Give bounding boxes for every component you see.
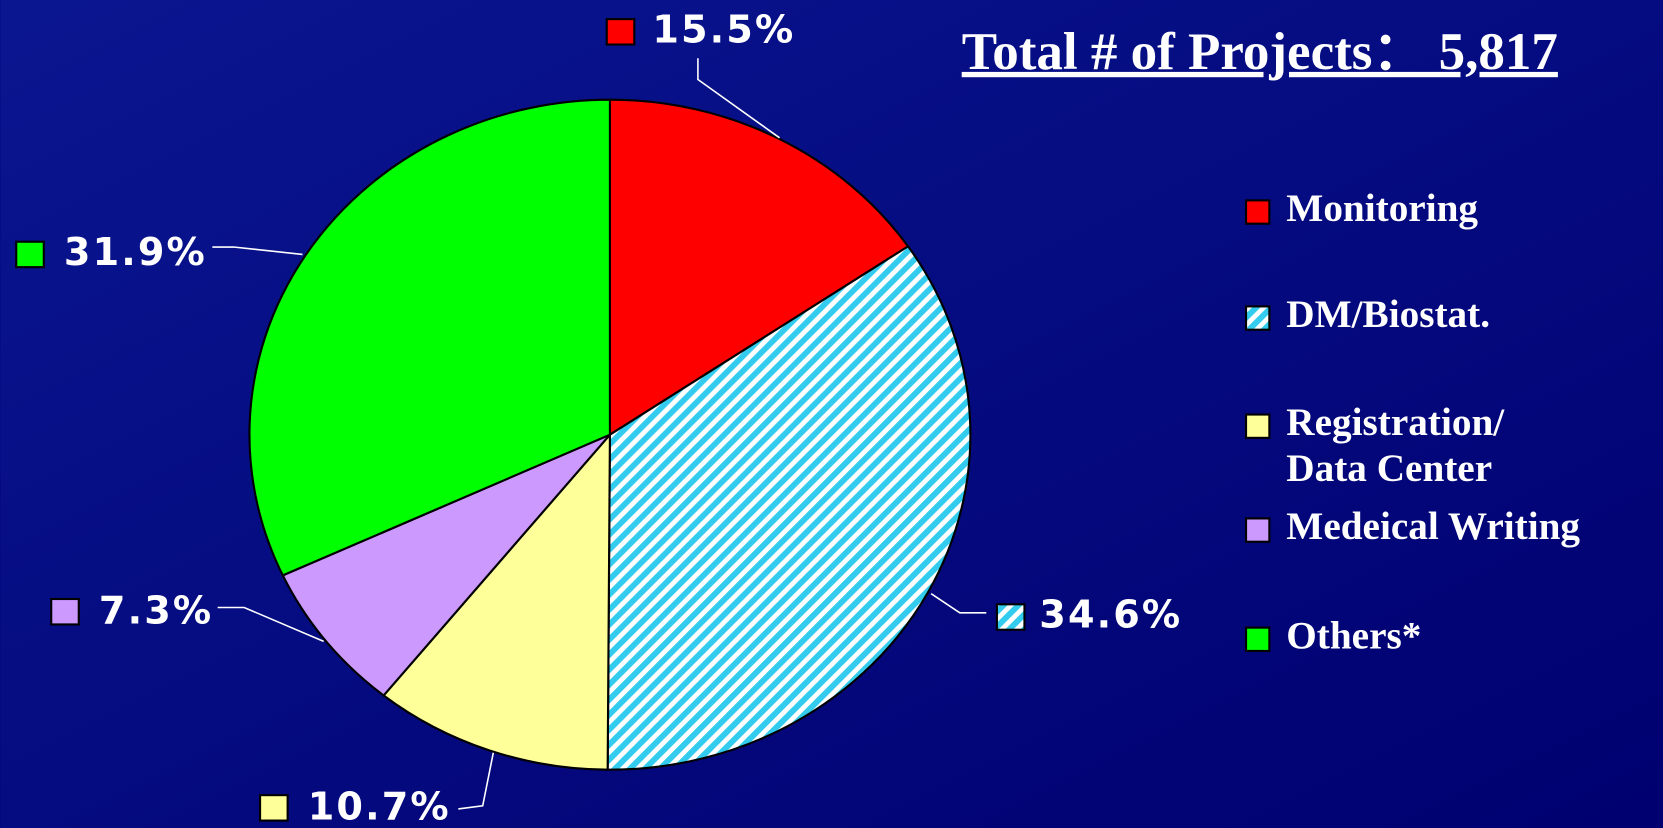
label-swatch <box>995 603 1026 631</box>
legend-label: DM/Biostat. <box>1286 293 1490 336</box>
label-swatch <box>15 240 45 269</box>
label-swatch <box>605 18 636 46</box>
leader-line <box>697 58 781 139</box>
pie-slice <box>606 244 972 771</box>
legend-label: Monitoring <box>1286 187 1478 230</box>
legend-label: Others* <box>1286 614 1421 657</box>
legend-swatch <box>1244 413 1271 439</box>
data-label: 7.3% <box>99 588 213 632</box>
legend-swatch <box>1244 626 1271 653</box>
legend-swatch <box>1244 199 1271 225</box>
leader-line <box>930 593 987 614</box>
data-label: 31.9% <box>64 230 207 274</box>
legend-swatch <box>1244 517 1271 543</box>
legend-label: Registration/Data Center <box>1286 401 1505 490</box>
leader-line <box>458 752 495 810</box>
data-label: 15.5% <box>652 7 795 51</box>
chart-title: Total # of Projects： 5,817 <box>962 23 1558 81</box>
legend-label: Medeical Writing <box>1286 505 1580 548</box>
data-label: 34.6% <box>1039 593 1182 637</box>
label-swatch <box>259 794 289 822</box>
legend-swatch <box>1244 305 1271 331</box>
data-label: 10.7% <box>308 784 451 828</box>
label-swatch <box>50 597 80 626</box>
pie-slice <box>281 433 611 697</box>
pie-slice <box>248 98 611 577</box>
leader-line <box>217 606 324 643</box>
pie-slice <box>608 98 910 437</box>
pie-slice <box>382 431 612 771</box>
leader-line <box>212 246 303 256</box>
